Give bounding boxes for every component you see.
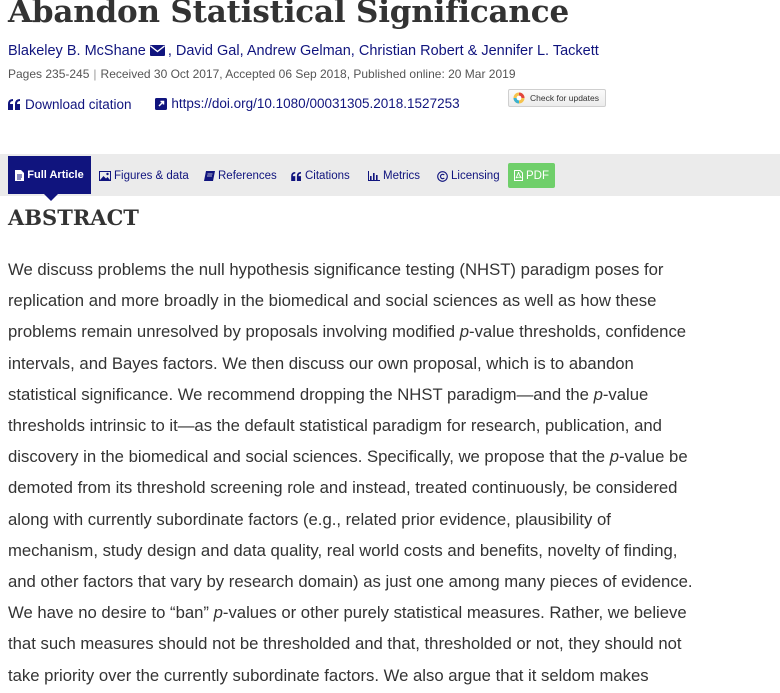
meta-divider: | xyxy=(93,67,97,81)
tab-citations[interactable]: Citations xyxy=(291,167,350,185)
text-segment: and other factors that vary by research … xyxy=(8,572,693,592)
abstract-heading: ABSTRACT xyxy=(8,205,139,230)
doi-link[interactable]: https://doi.org/10.1080/00031305.2018.15… xyxy=(155,96,460,111)
article-actions: Download citation https://doi.org/10.108… xyxy=(8,96,480,113)
abstract-line: problems remain unresolved by proposals … xyxy=(8,316,778,347)
author-list: Blakeley B. McShane, David Gal, Andrew G… xyxy=(8,43,599,59)
quote-icon xyxy=(291,171,301,181)
text-segment: statistical significance. We recommend d… xyxy=(8,384,594,404)
abstract-line: take priority over the currently subordi… xyxy=(8,660,778,691)
article-title: Abandon Statistical Significance xyxy=(8,0,569,30)
text-segment: problems remain unresolved by proposals … xyxy=(8,322,460,342)
author-separator: , xyxy=(350,43,359,59)
tab-label: References xyxy=(218,170,277,182)
tab-label: Full Article xyxy=(27,169,84,181)
author-separator: & xyxy=(463,43,482,59)
text-segment: demoted from its threshold screening rol… xyxy=(8,478,678,498)
text-segment: -value be xyxy=(618,447,688,467)
tab-figures-data[interactable]: Figures & data xyxy=(99,167,189,185)
abstract-line: replication and more broadly in the biom… xyxy=(8,285,778,316)
abstract-line: that such measures should not be thresho… xyxy=(8,628,778,659)
italic-term: p xyxy=(213,603,223,623)
abstract-line: We have no desire to “ban” p-values or o… xyxy=(8,597,778,628)
author-link[interactable]: Christian Robert xyxy=(358,43,464,59)
tab-licensing[interactable]: Licensing xyxy=(437,167,500,185)
bar-chart-icon xyxy=(368,171,380,181)
italic-term: p xyxy=(593,384,603,404)
author-separator: , xyxy=(167,43,176,59)
text-segment: We discuss problems the null hypothesis … xyxy=(8,260,664,279)
doi-link-label: https://doi.org/10.1080/00031305.2018.15… xyxy=(171,96,460,111)
text-segment: that such measures should not be thresho… xyxy=(8,634,682,654)
pdf-icon xyxy=(514,170,523,181)
abstract-line: statistical significance. We recommend d… xyxy=(8,379,778,410)
text-segment: -values or other purely statistical meas… xyxy=(222,603,687,623)
image-icon xyxy=(99,171,111,181)
tab-references[interactable]: References xyxy=(204,167,277,185)
tab-label: Figures & data xyxy=(114,170,189,182)
copyright-icon xyxy=(437,170,448,182)
text-segment: intervals, and Bayes factors. We then di… xyxy=(8,353,634,373)
publication-dates: Received 30 Oct 2017, Accepted 06 Sep 20… xyxy=(100,67,516,81)
quote-icon xyxy=(8,98,20,110)
author-link[interactable]: Jennifer L. Tackett xyxy=(481,43,599,59)
text-segment: mechanism, study design and data quality… xyxy=(8,540,678,560)
page-range: Pages 235-245 xyxy=(8,67,90,81)
text-segment: along with currently subordinate factors… xyxy=(8,509,611,529)
abstract-line: discovery in the biomedical and social s… xyxy=(8,441,778,472)
author-separator: , xyxy=(239,43,247,59)
tab-label: PDF xyxy=(526,169,549,182)
text-segment: replication and more broadly in the biom… xyxy=(8,291,657,311)
download-citation-label: Download citation xyxy=(25,96,132,112)
text-segment: thresholds intrinsic to it—as the defaul… xyxy=(8,416,662,436)
publication-meta: Pages 235-245 | Received 30 Oct 2017, Acce… xyxy=(8,67,516,81)
external-link-icon xyxy=(155,97,168,110)
text-segment: discovery in the biomedical and social s… xyxy=(8,447,610,467)
check-for-updates-label: Check for updates xyxy=(530,93,599,103)
book-icon xyxy=(204,171,215,181)
text-segment: take priority over the currently subordi… xyxy=(8,665,649,685)
tab-label: Metrics xyxy=(383,170,421,182)
check-for-updates-button[interactable]: Check for updates xyxy=(508,89,606,107)
tab-pdf[interactable]: PDF xyxy=(508,163,555,188)
author-link[interactable]: Andrew Gelman xyxy=(246,43,351,59)
abstract-line: along with currently subordinate factors… xyxy=(8,504,778,535)
tab-label: Citations xyxy=(305,170,350,182)
author-link[interactable]: David Gal xyxy=(175,43,240,59)
tab-full-article[interactable]: Full Article xyxy=(8,156,91,201)
italic-term: p xyxy=(609,447,619,467)
tab-label: Licensing xyxy=(451,170,500,182)
text-segment: -value thresholds, confidence xyxy=(469,322,687,342)
crossmark-icon xyxy=(513,92,525,104)
tab-metrics[interactable]: Metrics xyxy=(368,167,420,185)
abstract-line: and other factors that vary by research … xyxy=(8,566,778,597)
document-icon xyxy=(15,169,25,181)
italic-term: p xyxy=(459,322,470,342)
text-segment: We have no desire to “ban” xyxy=(8,603,214,623)
author-link[interactable]: Blakeley B. McShane xyxy=(8,43,146,59)
abstract-line: thresholds intrinsic to it—as the defaul… xyxy=(8,410,778,441)
article-tab-bar: Full Article Figures & data References C… xyxy=(0,154,780,201)
abstract-line: demoted from its threshold screening rol… xyxy=(8,472,778,503)
abstract-text: We discuss problems the null hypothesis … xyxy=(8,254,778,691)
abstract-line: intervals, and Bayes factors. We then di… xyxy=(8,348,778,379)
abstract-line: We discuss problems the null hypothesis … xyxy=(8,254,778,285)
text-segment: -value xyxy=(602,384,649,404)
email-icon[interactable] xyxy=(149,45,165,56)
download-citation-link[interactable]: Download citation xyxy=(8,97,132,112)
abstract-line: mechanism, study design and data quality… xyxy=(8,535,778,566)
